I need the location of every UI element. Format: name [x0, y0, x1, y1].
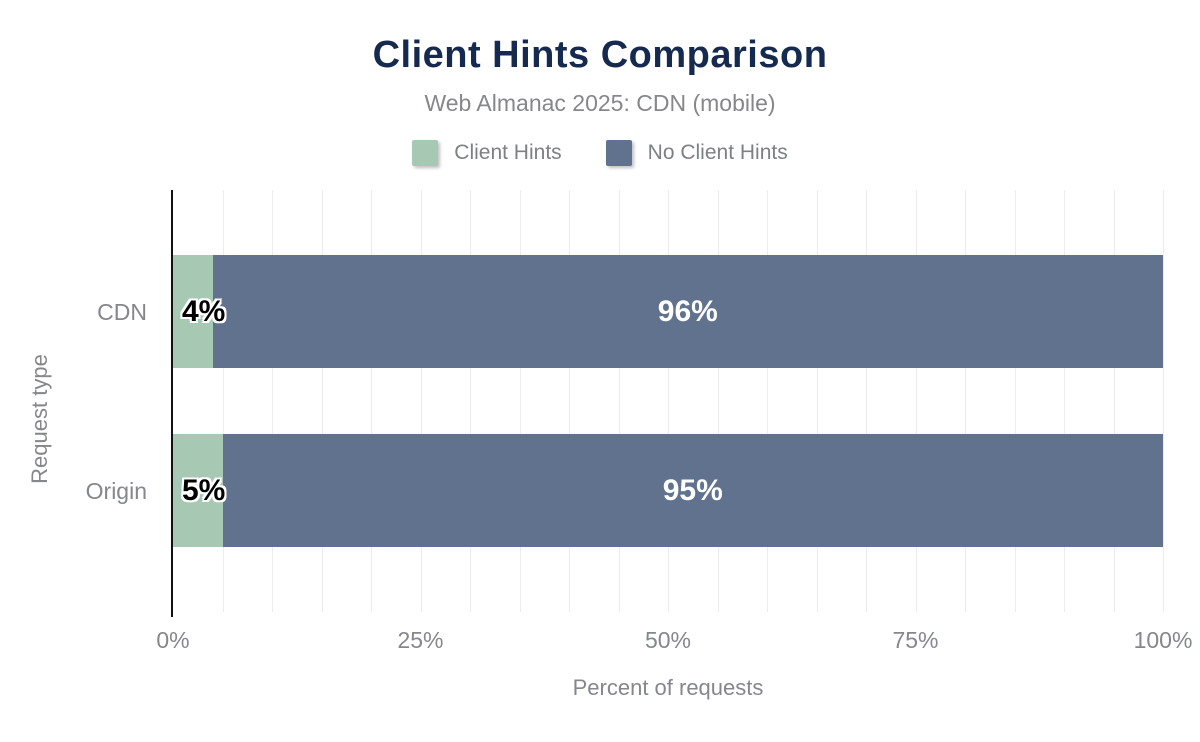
grid-line: [470, 190, 471, 612]
bar-row-origin: 5% 95%: [173, 434, 1163, 547]
legend-item-no-client-hints[interactable]: No Client Hints: [605, 140, 788, 166]
grid-line: [816, 190, 818, 612]
legend-swatch-icon: [412, 140, 439, 166]
grid-line: [1014, 190, 1016, 612]
legend-item-client-hints[interactable]: Client Hints: [412, 140, 562, 166]
bar-row-cdn: 4% 96%: [173, 255, 1163, 368]
grid-line: [618, 190, 620, 612]
legend-label: Client Hints: [454, 141, 562, 164]
chart-title: Client Hints Comparison: [372, 34, 828, 76]
grid-line: [222, 190, 224, 612]
grid-line: [420, 190, 422, 612]
grid-line: [371, 190, 372, 612]
grid-line: [915, 190, 917, 612]
value-label-no-client-hints: 95%: [662, 473, 723, 507]
grid-line: [866, 190, 867, 612]
grid-line: [1064, 190, 1065, 612]
grid-line: [965, 190, 966, 612]
x-axis-title: Percent of requests: [572, 675, 764, 700]
value-label-no-client-hints: 96%: [657, 294, 718, 328]
value-label-client-hints: 5%: [182, 473, 226, 507]
grid-line: [569, 190, 570, 612]
x-tick-label-25: 25%: [397, 627, 444, 653]
category-label-origin: Origin: [85, 477, 147, 504]
bar-segment-no-client-hints: [212, 255, 1163, 368]
bar-segment-client-hints: [173, 434, 223, 547]
legend-swatch-icon: [605, 140, 632, 166]
grid-line: [767, 190, 768, 612]
grid-line: [272, 190, 273, 612]
plot-area: 4% 96% 5% 95% 0% 25% 50% 75% 100%: [156, 190, 1192, 653]
category-label-cdn: CDN: [97, 298, 147, 325]
grid-line: [1113, 190, 1115, 612]
chart-legend: Client Hints No Client Hints: [0, 140, 1200, 166]
grid-line: [717, 190, 719, 612]
y-axis-line: [171, 190, 173, 617]
x-tick-label-100: 100%: [1133, 627, 1193, 653]
chart-subtitle: Web Almanac 2025: CDN (mobile): [424, 90, 776, 116]
grid-line: [1163, 190, 1164, 612]
bar-segment-no-client-hints: [222, 434, 1163, 547]
grid-line: [321, 190, 323, 612]
value-label-client-hints: 4%: [182, 294, 226, 328]
x-tick-label-50: 50%: [644, 627, 692, 653]
legend-label: No Client Hints: [647, 141, 788, 164]
x-tick-label-0: 0%: [156, 627, 190, 653]
x-tick-label-75: 75%: [892, 627, 939, 653]
grid-line: [668, 190, 669, 612]
bar-segment-client-hints: [173, 255, 213, 368]
grid-line: [519, 190, 521, 612]
